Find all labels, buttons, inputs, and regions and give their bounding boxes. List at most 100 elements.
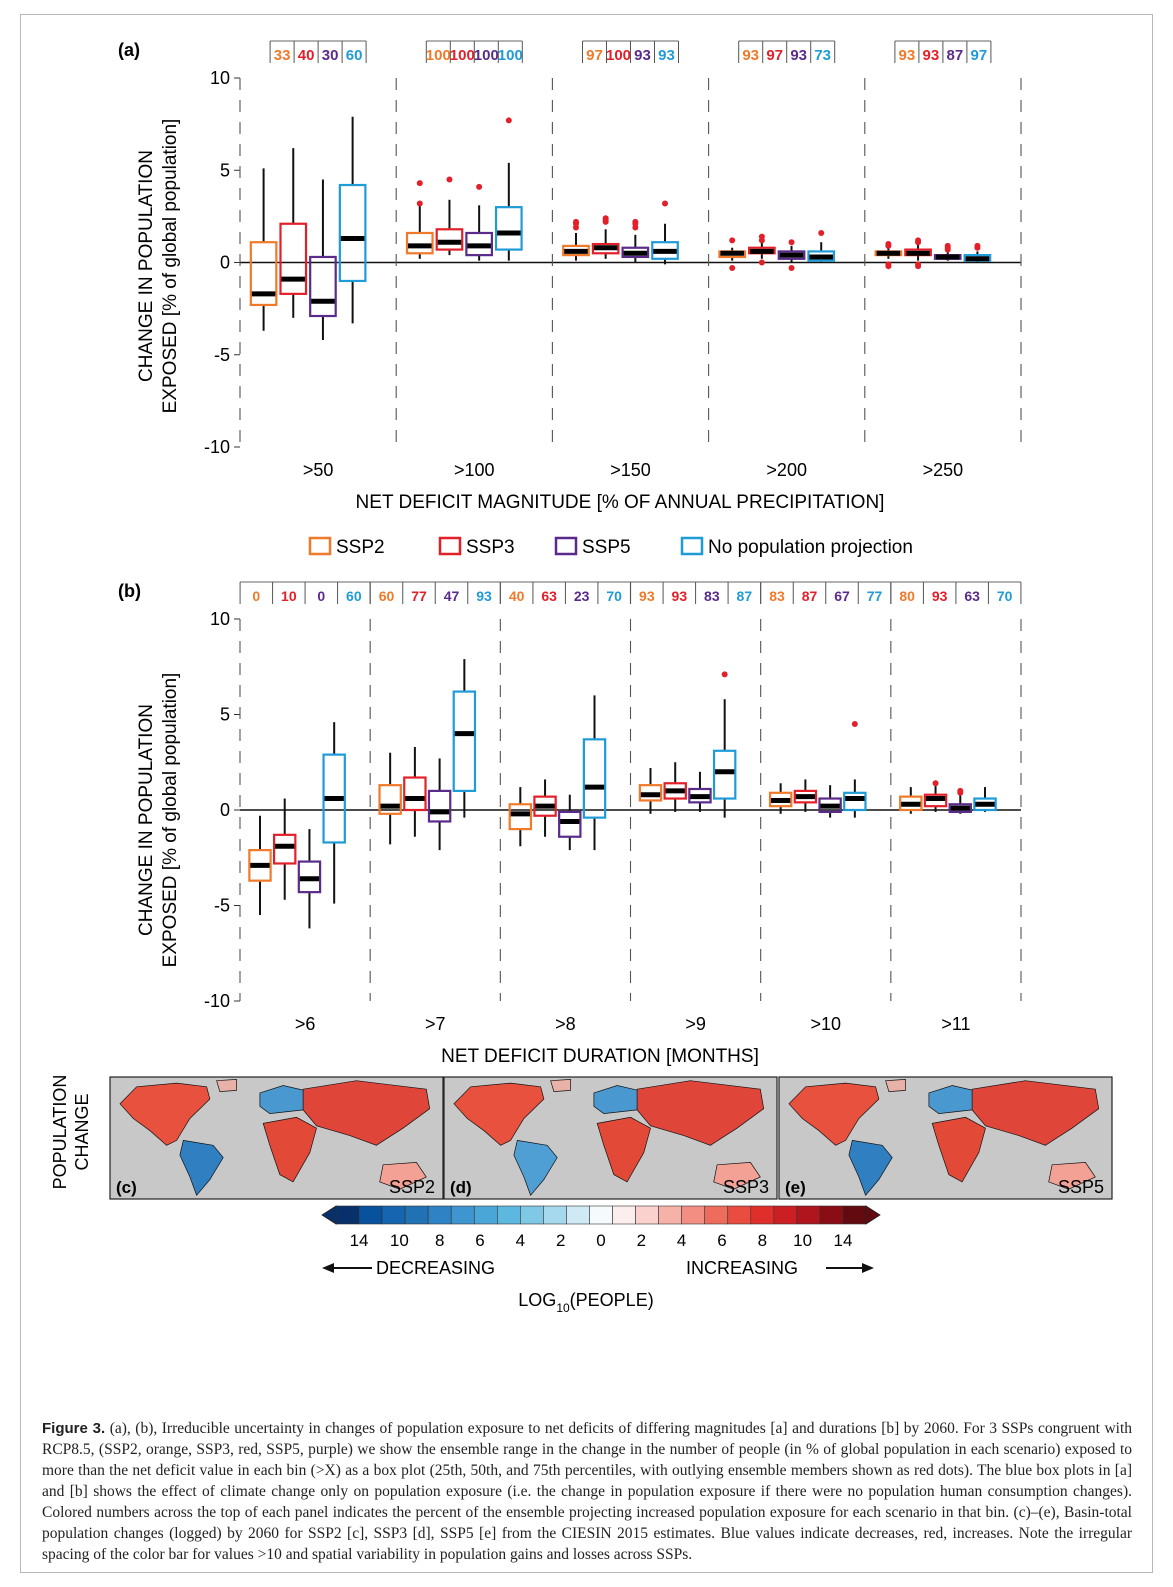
colorbar-tick-label: 14 [350, 1231, 369, 1250]
map-panel-letter: (c) [116, 1178, 137, 1197]
map-panel-ssp2: (c) SSP2 [109, 1076, 444, 1200]
colorbar-cell [543, 1205, 567, 1225]
outlier-dot [944, 246, 951, 253]
outlier-dot [446, 176, 453, 183]
box-ssp2 [768, 791, 793, 808]
x-category-label: >250 [923, 460, 964, 480]
panel-a-box-chart: (a) CHANGE IN POPULATION EXPOSED [% of g… [118, 40, 1022, 513]
percent-value-ssp2: 83 [769, 588, 785, 604]
y-tick-label: 10 [210, 68, 230, 88]
colorbar-tick-label: 14 [833, 1231, 852, 1250]
box-ssp2 [638, 784, 663, 802]
decreasing-arrow: DECREASING [322, 1258, 495, 1278]
percent-value-ssp5: 23 [574, 588, 590, 604]
colorbar-cell [450, 1205, 475, 1225]
box-ssp5 [948, 803, 973, 814]
panel-a-label: (a) [118, 40, 140, 60]
percent-value-ssp3: 40 [298, 47, 315, 64]
percent-value-ssp5: 100 [474, 47, 499, 64]
region-af [596, 1116, 651, 1183]
box-ssp5 [465, 231, 494, 257]
region-au [1048, 1162, 1096, 1190]
outlier-dot [974, 244, 981, 251]
percent-value-ssp5: 93 [790, 47, 807, 64]
map-panel-ssp-label: SSP5 [1058, 1177, 1104, 1197]
y-tick-label: 5 [220, 160, 230, 180]
box-ssp5 [427, 789, 452, 823]
region-sa [179, 1140, 224, 1196]
percent-value-ssp3: 97 [766, 47, 783, 64]
percent-value-nopop: 70 [606, 588, 622, 604]
colorbar-cell [842, 1205, 867, 1225]
percent-value-nopop: 93 [658, 47, 675, 64]
panel-a-x-axis-label: NET DEFICIT MAGNITUDE [% OF ANNUAL PRECI… [356, 492, 885, 513]
outlier-dot [729, 265, 736, 272]
region-as [636, 1080, 765, 1146]
x-category-label: >100 [454, 460, 495, 480]
x-category-label: >11 [941, 1014, 970, 1034]
percent-value-ssp3: 87 [802, 588, 818, 604]
colorbar-cell [704, 1205, 729, 1225]
colorbar-cell [819, 1205, 844, 1225]
percent-value-nopop: 93 [476, 588, 492, 604]
colorbar-cell [750, 1205, 775, 1225]
outlier-dot [788, 265, 795, 272]
panel-b-plot-area: 10 5 0 -5 -10 >6 0 10 0 60 >7 60 77 47 93 >8 40 63 23 70 >9 9… [204, 581, 1022, 1034]
maps-row-label-line1: POPULATION [50, 1075, 70, 1190]
x-category-label: >9 [685, 1014, 706, 1034]
percent-value-ssp2: 33 [274, 47, 291, 64]
panel-a-ylabel-line1: CHANGE IN POPULATION [136, 150, 157, 382]
percent-value-ssp2: 100 [426, 47, 451, 64]
percent-value-ssp2: 93 [899, 47, 916, 64]
y-tick-label: -5 [214, 896, 230, 916]
colorbar-cell [358, 1205, 383, 1225]
percent-value-ssp2: 93 [742, 47, 759, 64]
map-panel-ssp5: (e) SSP5 [778, 1076, 1113, 1200]
map-panel-ssp-label: SSP3 [723, 1177, 769, 1197]
x-category-label: >6 [295, 1014, 316, 1034]
colorbar-tick-label: 2 [637, 1231, 646, 1250]
colorbar-title-post: (PEOPLE) [570, 1290, 654, 1310]
outlier-dot [572, 220, 579, 227]
region-na [788, 1082, 880, 1146]
panel-b-ylabel-line1: CHANGE IN POPULATION [136, 704, 157, 936]
colorbar-title-pre: LOG [518, 1290, 556, 1310]
outlier-dot [416, 180, 423, 187]
x-category-label: >7 [425, 1014, 446, 1034]
percent-value-ssp3: 10 [281, 588, 297, 604]
percent-value-ssp2: 40 [509, 588, 525, 604]
caption-label: Figure 3. [42, 1420, 106, 1437]
percent-value-ssp3: 100 [606, 47, 631, 64]
outlier-dot [758, 237, 765, 244]
colorbar-cell [566, 1205, 590, 1225]
colorbar-cell [727, 1205, 752, 1225]
decreasing-label: DECREASING [376, 1258, 495, 1278]
outlier-dot [885, 261, 892, 268]
outlier-dot [818, 229, 825, 236]
outlier-dot [885, 242, 892, 249]
colorbar-cell [497, 1205, 521, 1225]
box-nopop [651, 241, 679, 260]
percent-value-ssp2: 97 [586, 47, 603, 64]
y-tick-label: 10 [210, 609, 230, 629]
outlier-dot [758, 259, 765, 266]
panel-a-y-axis-label: CHANGE IN POPULATION EXPOSED [% of globa… [136, 119, 181, 414]
panel-b-ylabel-line2: EXPOSED [% of global population] [160, 673, 181, 968]
outlier-dot [915, 239, 922, 246]
colorbar-cell [589, 1205, 613, 1225]
x-category-label: >10 [810, 1014, 841, 1034]
colorbar-arrow-left [321, 1205, 337, 1225]
colorbar-tick-label: 4 [516, 1231, 525, 1250]
outlier-dot [721, 671, 728, 678]
outlier-dot [932, 780, 939, 787]
box-ssp5 [688, 787, 712, 804]
colorbar-tick-label: 4 [677, 1231, 686, 1250]
legend-swatch-nopop [680, 536, 704, 556]
region-sa [513, 1140, 558, 1196]
map-panel-ssp-label: SSP2 [389, 1177, 435, 1197]
caption-text: (a), (b), Irreducible uncertainty in cha… [42, 1420, 1133, 1563]
map-panel-letter: (e) [785, 1178, 806, 1197]
box-ssp3 [923, 793, 948, 808]
colorbar-tick-label: 6 [475, 1231, 484, 1250]
